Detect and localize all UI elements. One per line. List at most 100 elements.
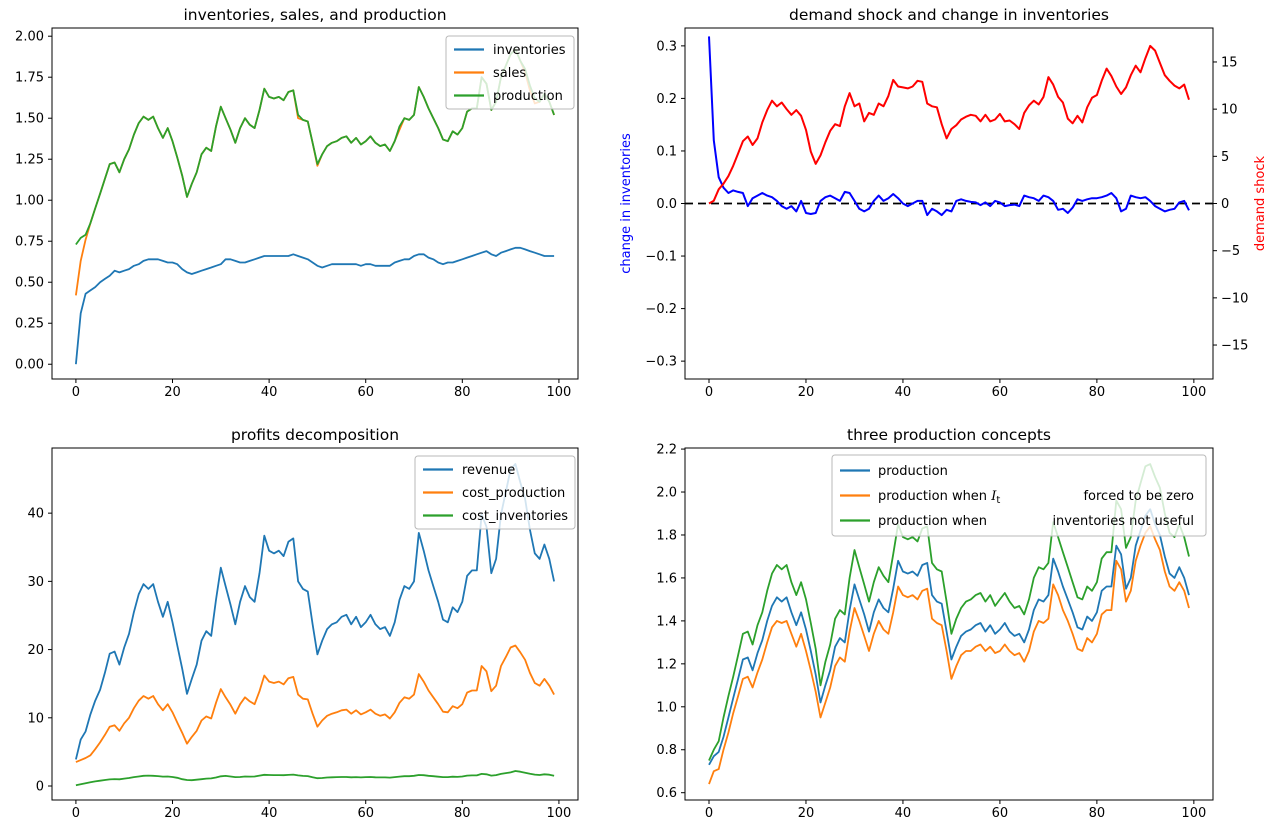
x-tick-label: 0 — [72, 806, 80, 821]
legend: production production when It forced to be… — [831, 454, 1207, 537]
series-change-in-inventories-line — [708, 36, 1190, 217]
y-tick-label: 15 — [1221, 55, 1238, 70]
x-tick-label: 40 — [895, 385, 912, 400]
legend-label: inventories — [493, 43, 566, 58]
legend-label-right: forced to be zero — [1083, 489, 1194, 504]
series-cost_production-line — [75, 644, 555, 763]
panel-title: inventories, sales, and production — [183, 6, 446, 24]
y-axis-left: 0 10 20 30 40 — [27, 507, 52, 795]
axes-frame — [51, 447, 579, 801]
y-tick-label: −0.1 — [645, 250, 677, 265]
series-production-when-inventories-not-useful-line — [708, 463, 1190, 761]
x-tick-label: 60 — [992, 806, 1009, 821]
y-tick-label: −15 — [1221, 339, 1248, 354]
y-tick-label: −0.3 — [645, 355, 677, 370]
y-tick-label: 0.3 — [656, 39, 677, 54]
y-tick-label: 2.00 — [15, 30, 44, 45]
y-tick-label: 0 — [36, 780, 44, 795]
x-axis: 0 20 40 60 80 100 — [72, 379, 572, 400]
legend-label-right: inventories not useful — [1052, 514, 1194, 529]
x-tick-label: 20 — [164, 385, 181, 400]
series-demand-shock-line — [708, 44, 1190, 205]
legend-box — [831, 454, 1207, 537]
x-tick-label: 80 — [1089, 385, 1106, 400]
y-axis-label-left: change in inventories — [619, 133, 634, 274]
y-tick-label: −0.2 — [645, 302, 677, 317]
y-axis-right: 15 10 5 0 −5 −10 −15 — [1213, 55, 1248, 354]
x-tick-label: 0 — [705, 806, 713, 821]
legend-label: revenue — [462, 463, 515, 478]
panel-title: demand shock and change in inventories — [789, 6, 1109, 24]
x-tick-label: 20 — [164, 806, 181, 821]
x-tick-label: 40 — [261, 385, 278, 400]
y-tick-label: 0.25 — [15, 317, 44, 332]
y-tick-label: 0.0 — [656, 197, 677, 212]
x-tick-label: 80 — [454, 385, 471, 400]
y-axis-left: 0.6 0.8 1.0 1.2 1.4 1.6 1.8 2.0 2.2 — [656, 443, 685, 801]
x-tick-label: 40 — [895, 806, 912, 821]
y-tick-label: 1.0 — [656, 700, 677, 715]
x-axis: 0 20 40 60 80 100 — [705, 800, 1206, 821]
series-inventories-line — [75, 246, 555, 365]
y-tick-label: −5 — [1221, 244, 1240, 259]
y-tick-label: −10 — [1221, 291, 1248, 306]
y-tick-label: 10 — [1221, 103, 1238, 118]
y-tick-label: 10 — [27, 711, 44, 726]
x-tick-label: 60 — [357, 806, 374, 821]
legend-label: cost_inventories — [462, 509, 568, 524]
x-tick-label: 20 — [798, 385, 815, 400]
x-axis: 0 20 40 60 80 100 — [705, 379, 1206, 400]
x-tick-label: 100 — [1181, 806, 1206, 821]
x-tick-label: 100 — [1181, 385, 1206, 400]
x-tick-label: 0 — [72, 385, 80, 400]
x-tick-label: 80 — [454, 806, 471, 821]
y-tick-label: 40 — [27, 507, 44, 522]
y-tick-label: 1.00 — [15, 194, 44, 209]
legend-label: cost_production — [462, 486, 565, 501]
panel-title: profits decomposition — [231, 426, 399, 444]
y-tick-label: 0.8 — [656, 743, 677, 758]
y-tick-label: 0.2 — [656, 92, 677, 107]
x-tick-label: 80 — [1089, 806, 1106, 821]
y-tick-label: 0.75 — [15, 235, 44, 250]
x-tick-label: 40 — [261, 806, 278, 821]
x-tick-label: 0 — [705, 385, 713, 400]
y-tick-label: 30 — [27, 575, 44, 590]
axes-frame — [684, 447, 1214, 801]
y-axis-left: 0.3 0.2 0.1 0.0 −0.1 −0.2 −0.3 — [645, 39, 685, 370]
x-axis: 0 20 40 60 80 100 — [72, 800, 572, 821]
y-tick-label: 0.00 — [15, 358, 44, 373]
y-tick-label: 0 — [1221, 197, 1229, 212]
x-tick-label: 20 — [798, 806, 815, 821]
legend: revenue cost_production cost_inventories — [414, 455, 576, 530]
panel-title: three production concepts — [847, 426, 1051, 444]
y-tick-label: 1.75 — [15, 71, 44, 86]
y-tick-label: 1.25 — [15, 153, 44, 168]
series-production-line — [708, 508, 1190, 766]
y-tick-label: 1.2 — [656, 657, 677, 672]
y-axis-left: 0.00 0.25 0.50 0.75 1.00 1.25 1.50 1.75 2.00 — [15, 30, 52, 373]
x-tick-label: 100 — [547, 806, 572, 821]
x-tick-label: 60 — [992, 385, 1009, 400]
y-tick-label: 0.1 — [656, 144, 677, 159]
series-cost_inventories-line — [75, 770, 555, 787]
legend-box — [414, 455, 576, 530]
x-tick-label: 100 — [547, 385, 572, 400]
panel-4: 0 20 40 60 80 100 0.6 0.8 1.0 1.2 1.4 1.6 1.8 2.0 2.2 t… — [656, 426, 1214, 821]
axes-frame — [51, 27, 579, 380]
y-tick-label: 20 — [27, 643, 44, 658]
panel-1: 0 20 40 60 80 100 0.00 0.25 0.50 0.75 1.00 1.25 1.50… — [15, 6, 579, 400]
x-tick-label: 60 — [357, 385, 374, 400]
y-tick-label: 1.6 — [656, 571, 677, 586]
legend-label: sales — [493, 66, 526, 81]
legend-label: production — [878, 464, 948, 479]
y-tick-label: 2.0 — [656, 486, 677, 501]
legend-label: production when — [878, 514, 987, 529]
y-tick-label: 2.2 — [656, 443, 677, 458]
panel-2: 0 20 40 60 80 1000.30.20.10.0−0.1−0.2−0.31510… — [619, 6, 1268, 400]
legend-label: production when It — [878, 489, 1000, 506]
legend-label: production — [493, 89, 563, 104]
y-tick-label: 5 — [1221, 150, 1229, 165]
